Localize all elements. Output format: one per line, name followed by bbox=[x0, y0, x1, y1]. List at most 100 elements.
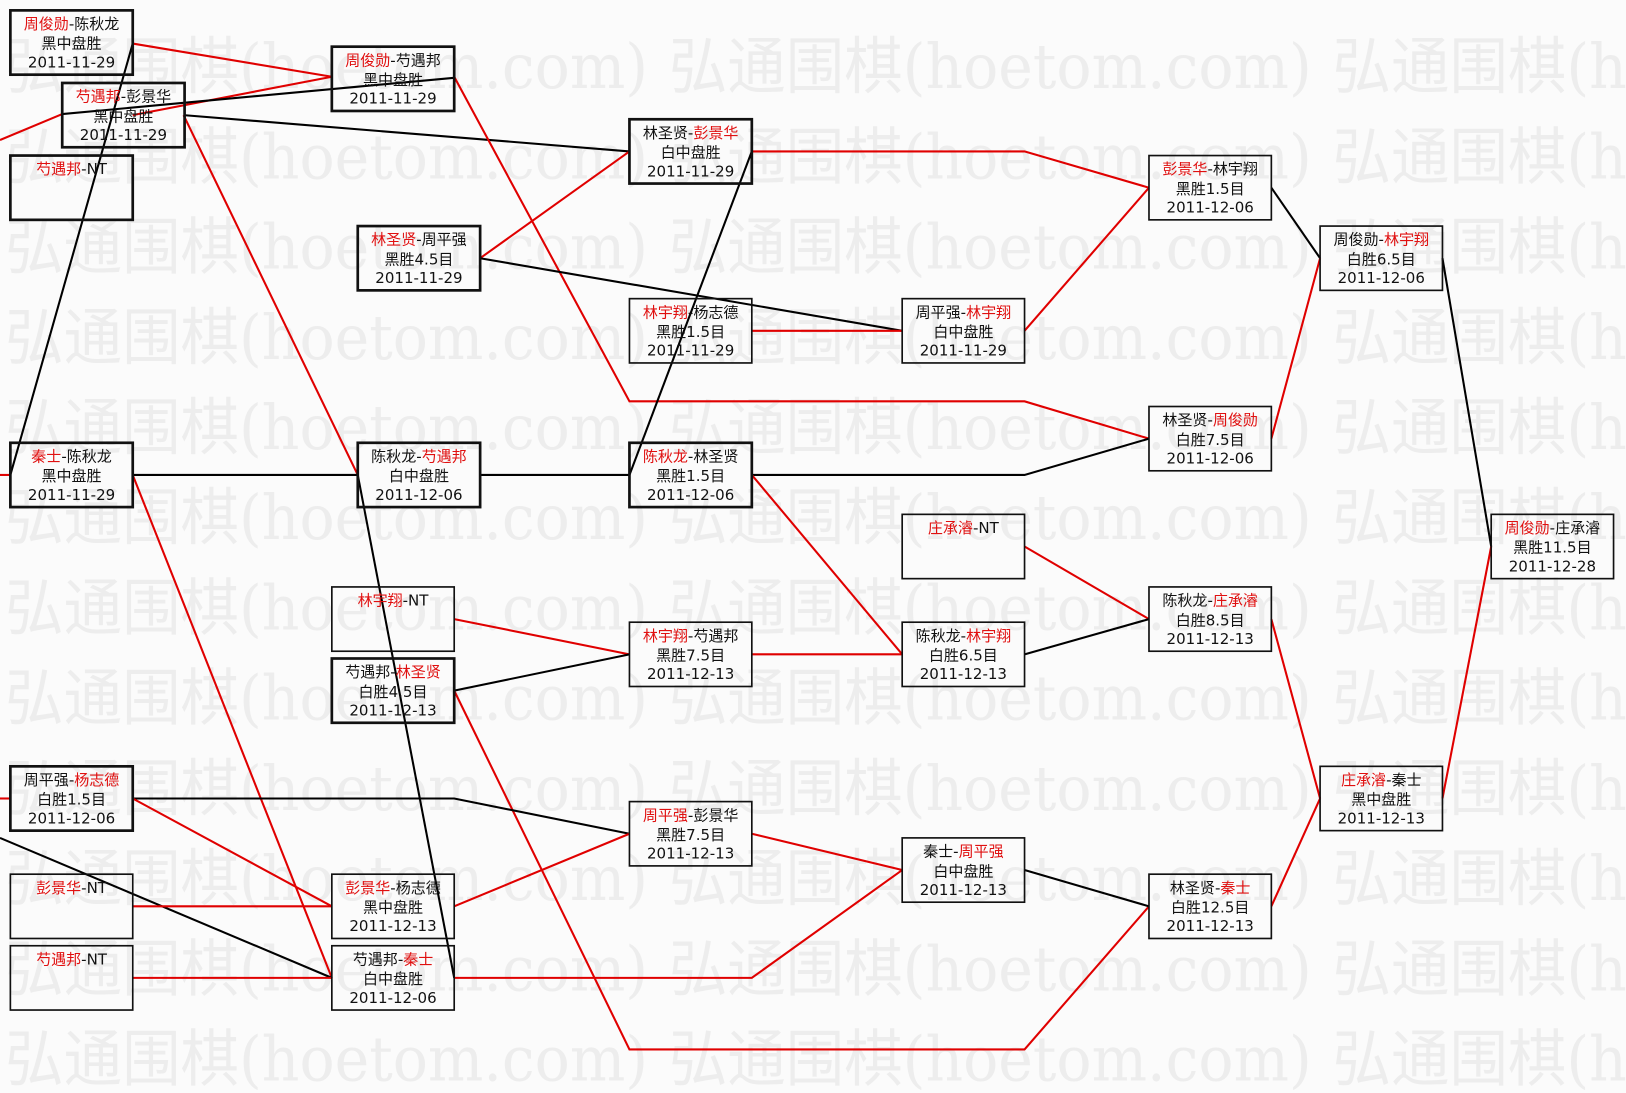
separator: - bbox=[390, 879, 395, 897]
player-name: 林圣贤 bbox=[371, 231, 416, 249]
loser-connector-line bbox=[479, 257, 903, 332]
player-name: 周平强 bbox=[643, 806, 688, 824]
loser-connector-line bbox=[0, 836, 333, 979]
match-box-border bbox=[356, 224, 482, 292]
match-players: 陈秋龙-芍遇邦 bbox=[371, 447, 467, 465]
player-name: 林宇翔 bbox=[643, 303, 688, 321]
player-name: 庄承濬 bbox=[1555, 519, 1600, 537]
player-name: 芍遇邦 bbox=[422, 447, 467, 465]
loser-connector-line bbox=[1270, 187, 1321, 259]
winner-connector-line bbox=[182, 114, 359, 476]
loser-connector-line bbox=[183, 114, 630, 153]
match-players: 周平强-彭景华 bbox=[643, 806, 739, 824]
watermark-text: 弘通围棋(hoetom.com) bbox=[669, 211, 1312, 284]
player-name: 周平强 bbox=[24, 771, 69, 789]
player-name: 秦士 bbox=[923, 843, 953, 861]
match-box[interactable]: 芍遇邦-NT bbox=[9, 944, 134, 1011]
loser-connector-line bbox=[453, 653, 630, 692]
match-box[interactable]: 彭景华-NT bbox=[9, 873, 134, 940]
match-players: 秦士-周平强 bbox=[923, 843, 1004, 861]
player-name: NT bbox=[87, 950, 108, 968]
watermark-text: 弘通围棋(hoetom.com) bbox=[669, 752, 1312, 825]
match-date: 2011-12-06 bbox=[1167, 450, 1254, 468]
match-box-border bbox=[1490, 513, 1615, 580]
match-result: 黑胜7.5目 bbox=[656, 826, 725, 844]
winner-connector-line bbox=[1270, 257, 1322, 439]
watermark-text: 弘通围棋(hoetom.com) bbox=[1333, 932, 1626, 1005]
match-box-border bbox=[1148, 154, 1273, 221]
watermark-text: 弘通围棋(hoetom.com) bbox=[1333, 301, 1626, 374]
match-result: 黑胜11.5目 bbox=[1513, 539, 1591, 557]
winner-connector-line bbox=[1024, 545, 1150, 620]
match-box-border bbox=[9, 441, 135, 509]
player-name: 林宇翔 bbox=[966, 627, 1011, 645]
match-result: 黑中盘胜 bbox=[1351, 791, 1411, 809]
player-name: 林圣贤 bbox=[1162, 411, 1207, 429]
match-date: 2011-11-29 bbox=[647, 162, 734, 180]
separator: - bbox=[688, 627, 693, 645]
player-name: 陈秋龙 bbox=[1162, 592, 1207, 610]
watermark-text: 弘通围棋(hoetom.com) bbox=[1333, 842, 1626, 915]
winner-connector-line bbox=[751, 474, 903, 656]
match-box-border bbox=[1148, 873, 1273, 940]
match-players: 周平强-杨志德 bbox=[24, 771, 120, 789]
match-box-border bbox=[331, 586, 456, 653]
separator: - bbox=[1207, 160, 1212, 178]
match-box-border bbox=[628, 117, 754, 185]
separator: - bbox=[1207, 411, 1212, 429]
match-box-border bbox=[628, 621, 753, 688]
player-name: 陈秋龙 bbox=[643, 447, 688, 465]
watermark-text: 弘通围棋(hoetom.com) bbox=[5, 391, 648, 464]
separator: - bbox=[390, 663, 395, 681]
match-players: 林圣贤-周平强 bbox=[371, 231, 467, 249]
watermark-text: 弘通围棋(hoetom.com) bbox=[669, 301, 1312, 374]
match-box-border bbox=[9, 873, 134, 940]
match-box-border bbox=[1319, 765, 1444, 832]
match-date: 2011-12-06 bbox=[28, 809, 115, 827]
match-result: 黑中盘胜 bbox=[93, 107, 153, 125]
match-box[interactable]: 芍遇邦-NT bbox=[9, 154, 135, 222]
loser-connector-line bbox=[62, 76, 455, 116]
match-box-border bbox=[60, 81, 186, 149]
player-name: 陈秋龙 bbox=[74, 15, 119, 33]
watermark-text: 弘通围棋(hoetom.com) bbox=[1333, 391, 1626, 464]
watermark-text: 弘通围棋(hoetom.com) bbox=[1333, 662, 1626, 735]
match-date: 2011-11-29 bbox=[349, 90, 436, 108]
match-result: 黑中盘胜 bbox=[42, 35, 102, 53]
player-name: 林宇翔 bbox=[358, 592, 403, 610]
player-name: 陈秋龙 bbox=[67, 447, 112, 465]
match-box[interactable]: 庄承濬-NT bbox=[901, 513, 1026, 580]
match-players: 庄承濬-NT bbox=[928, 519, 1000, 537]
match-result: 白胜12.5目 bbox=[1171, 899, 1249, 917]
loser-connector-line bbox=[1024, 618, 1150, 656]
match-box[interactable]: 林宇翔-NT bbox=[331, 586, 456, 653]
player-name: 周俊勋 bbox=[345, 51, 390, 69]
player-name: 庄承濬 bbox=[1213, 592, 1258, 610]
